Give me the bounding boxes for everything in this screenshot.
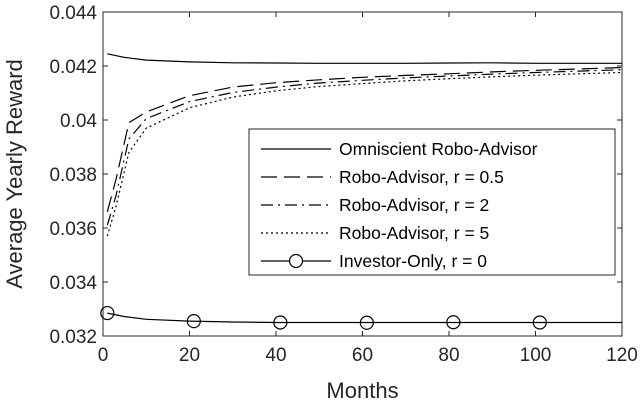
series-marker [359,315,374,330]
series-line-3 [106,71,623,237]
y-tick-label: 0.036 [49,219,97,240]
series-marker [186,314,201,329]
series-marker [532,315,547,330]
x-tick-label: 60 [352,345,373,366]
x-tick-label: 0 [98,345,109,366]
y-tick-label: 0.044 [49,3,97,24]
legend-label: Robo-Advisor, r = 2 [339,195,489,215]
legend-label: Robo-Advisor, r = 0.5 [339,167,504,187]
ticks-layer: 0 20 40 60 80 100 120 0.032 0.034 0.036 0.038 0.04 0… [49,3,637,366]
series-line-0 [107,53,622,64]
series-marker [100,305,115,321]
legend-label: Robo-Advisor, r = 5 [339,223,489,243]
y-tick-label: 0.038 [49,165,97,186]
x-tick-label: 120 [606,345,638,366]
x-tick-label: 40 [265,345,286,366]
series-marker [273,315,288,330]
y-tick-label: 0.032 [49,327,97,348]
y-tick-label: 0.034 [49,273,97,294]
x-tick-label: 100 [520,345,552,366]
y-tick-label: 0.04 [60,111,97,132]
legend-box [248,128,616,276]
legend: Omniscient Robo-Advisor Robo-Advisor, r =… [248,128,616,276]
legend-label: Investor-Only, r = 0 [339,251,487,271]
y-tick-label: 0.042 [49,57,97,78]
legend-marker [288,253,304,269]
series-line-4 [107,312,622,324]
y-axis-title: Average Yearly Reward [2,59,27,289]
series-line-1 [106,67,623,212]
series-marker [446,315,461,330]
legend-label: Omniscient Robo-Advisor [339,139,538,159]
series-line-2 [106,69,623,226]
x-tick-label: 20 [179,345,200,366]
x-axis-title: Months [326,378,398,403]
x-tick-label: 80 [438,345,459,366]
series-layer [100,53,623,330]
